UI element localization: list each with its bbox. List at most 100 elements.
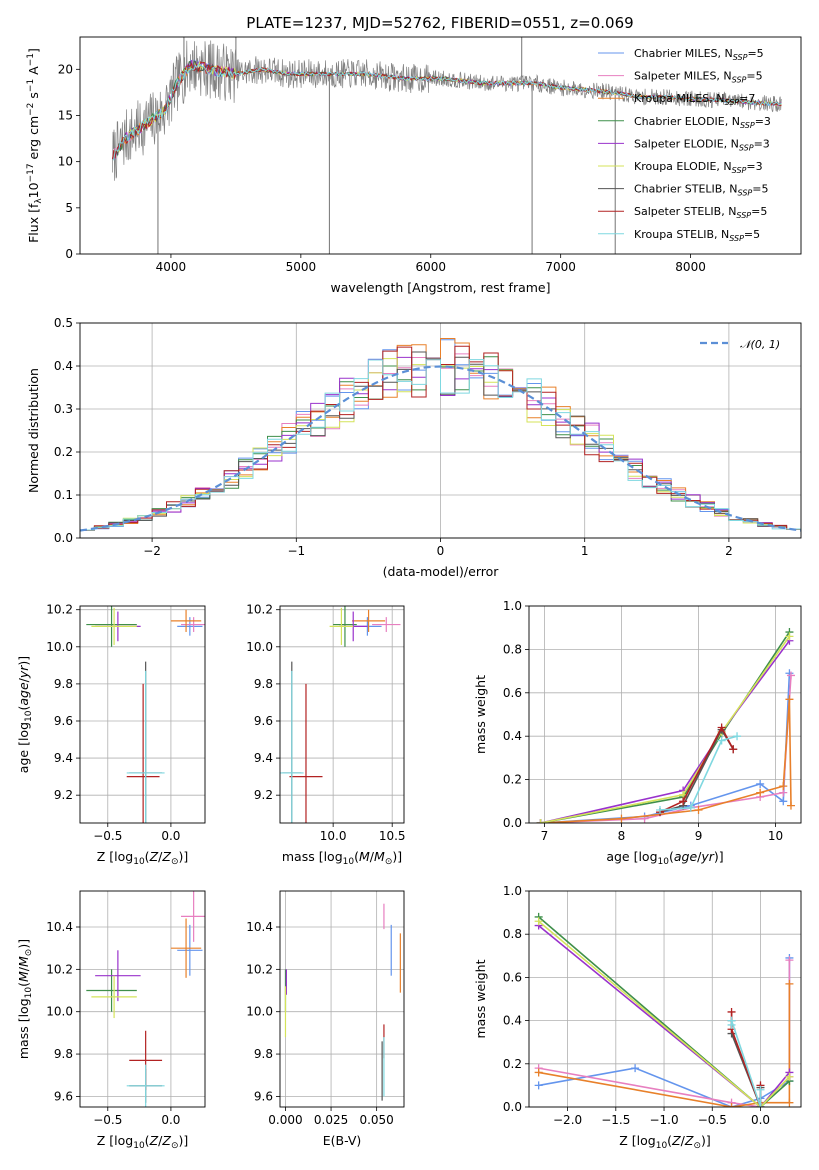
data-point-marker — [785, 979, 794, 988]
data-point-marker — [679, 797, 688, 806]
mass-weight-line — [538, 920, 790, 1107]
y-tick-label: 15 — [58, 108, 73, 122]
y-tick-label: 0.0 — [503, 816, 522, 830]
y-tick-label: 0.4 — [503, 1014, 522, 1028]
x-tick-label: 9 — [695, 829, 703, 843]
legend-label: Kroupa MILES, NSSP=7 — [634, 92, 755, 107]
y-tick-label: 0.8 — [503, 642, 522, 656]
axes-frame — [279, 605, 405, 824]
x-tick-label: −0.5 — [93, 829, 122, 843]
axes-frame — [79, 890, 206, 1108]
y-tick-label: 9.2 — [54, 788, 73, 802]
x-tick-label: −1.5 — [601, 1113, 630, 1127]
x-tick-label: 0.025 — [314, 1113, 348, 1127]
plot-area — [284, 903, 401, 1101]
legend-label: Salpeter ELODIE, NSSP=3 — [634, 137, 770, 152]
mass-weight-vs-age-chart: 7 8 9 10 0.0 0.2 0.4 0.6 0.8 1.0 age [log10(age/yr… — [473, 599, 802, 867]
y-tick-label: 0.0 — [54, 531, 73, 545]
axes-frame — [528, 605, 802, 824]
data-point-marker — [785, 695, 794, 704]
data-point-marker — [534, 1081, 543, 1090]
residuals-histogram-chart: −2 −1 0 1 2 0.0 0.1 0.2 0.3 0.4 0.5 𝒩(0, 1) (data-mo… — [26, 316, 802, 579]
y-tick-label: 9.4 — [54, 751, 73, 765]
data-point-marker — [694, 805, 703, 814]
data-point-marker — [785, 1072, 794, 1081]
x-tick-label: 0.0 — [161, 1113, 180, 1127]
y-tick-label: 0.0 — [503, 1100, 522, 1114]
data-point-marker — [617, 814, 626, 823]
data-point-marker — [756, 1085, 765, 1094]
plot-area — [112, 37, 782, 254]
data-point-marker — [534, 1068, 543, 1077]
y-axis-label: Normed distribution — [26, 368, 41, 493]
model-spectrum-line — [112, 60, 782, 160]
x-axis-label: (data-model)/error — [383, 564, 500, 579]
x-tick-label: 7000 — [545, 260, 576, 274]
plot-area — [86, 891, 205, 1107]
y-tick-label: 0.5 — [54, 316, 73, 330]
data-point-marker — [786, 801, 795, 810]
y-tick-label: 9.8 — [254, 677, 273, 691]
axes-frame — [79, 322, 802, 539]
plot-area — [280, 606, 401, 823]
y-tick-label: 9.6 — [54, 714, 73, 728]
axes-frame — [79, 605, 206, 824]
y-tick-label: 10.0 — [46, 1005, 73, 1019]
x-axis-label: wavelength [Angstrom, rest frame] — [330, 280, 550, 295]
plot-area — [86, 606, 205, 823]
y-tick-label: 9.8 — [254, 1047, 273, 1061]
y-tick-label: 9.8 — [54, 1047, 73, 1061]
x-tick-label: −2.0 — [553, 1113, 582, 1127]
y-tick-label: 5 — [65, 201, 73, 215]
data-point-marker — [727, 1016, 736, 1025]
data-point-marker — [727, 1007, 736, 1016]
mass-weight-line — [540, 640, 791, 823]
data-point-marker — [717, 723, 726, 732]
y-tick-label: 10.4 — [246, 920, 273, 934]
y-tick-label: 1.0 — [503, 599, 522, 613]
x-tick-label: −0.5 — [93, 1113, 122, 1127]
mass-weight-vs-metallicity-chart: −2.0 −1.5 −1.0 −0.5 0.0 0.0 0.2 0.4 0.6 0.8 1.0 Z [… — [473, 884, 802, 1151]
x-axis-label: age [log10(age/yr)] — [606, 849, 723, 867]
legend-label: Salpeter MILES, NSSP=5 — [634, 70, 763, 85]
data-point-marker — [785, 956, 794, 965]
y-tick-label: 0.2 — [503, 1057, 522, 1071]
model-spectrum-line — [112, 62, 782, 161]
legend-label: Kroupa ELODIE, NSSP=3 — [634, 160, 763, 175]
y-tick-label: 9.8 — [54, 677, 73, 691]
data-point-marker — [786, 671, 795, 680]
x-axis-label: Z [log10(Z/Z⊙)] — [97, 849, 189, 867]
plot-area — [536, 628, 795, 823]
mass-weight-line — [538, 924, 791, 1107]
x-tick-label: −2 — [143, 544, 161, 558]
plot-area — [534, 912, 794, 1107]
legend-label: Chabrier ELODIE, NSSP=3 — [634, 115, 771, 130]
data-point-marker — [717, 736, 726, 745]
data-point-marker — [729, 745, 738, 754]
x-tick-label: 0 — [437, 544, 445, 558]
y-tick-label: 10.0 — [246, 640, 273, 654]
data-point-marker — [779, 797, 788, 806]
figure-title: PLATE=1237, MJD=52762, FIBERID=0551, z=0… — [246, 14, 633, 32]
legend: Chabrier MILES, NSSP=5 Salpeter MILES, NS… — [598, 47, 771, 243]
legend-label: Salpeter STELIB, NSSP=5 — [634, 205, 767, 220]
data-point-marker — [733, 732, 742, 741]
y-tick-label: 0.4 — [54, 359, 73, 373]
x-tick-label: −0.5 — [698, 1113, 727, 1127]
data-point-marker — [779, 782, 788, 791]
y-tick-label: 10.2 — [246, 962, 273, 976]
legend-label: Chabrier STELIB, NSSP=5 — [634, 183, 768, 198]
x-tick-label: 8000 — [675, 260, 706, 274]
y-tick-label: 10.0 — [46, 640, 73, 654]
data-point-marker — [756, 1103, 765, 1107]
data-point-marker — [631, 1064, 640, 1073]
data-point-marker — [727, 1103, 736, 1107]
legend-label: Kroupa STELIB, NSSP=5 — [634, 228, 760, 243]
normal-distribution-curve — [80, 365, 801, 532]
data-point-marker — [655, 805, 664, 814]
y-tick-label: 0.4 — [503, 729, 522, 743]
y-tick-label: 0 — [65, 247, 73, 261]
x-tick-label: −1 — [287, 544, 305, 558]
y-tick-label: 20 — [58, 62, 73, 76]
